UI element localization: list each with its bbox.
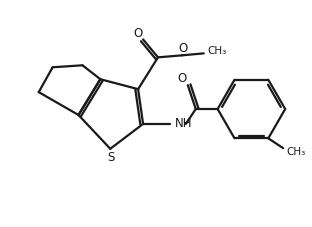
Text: S: S	[108, 151, 115, 163]
Text: O: O	[177, 72, 187, 84]
Text: O: O	[134, 27, 143, 40]
Text: NH: NH	[175, 117, 193, 130]
Text: CH₃: CH₃	[208, 46, 227, 56]
Text: O: O	[178, 42, 188, 55]
Text: CH₃: CH₃	[286, 147, 305, 157]
